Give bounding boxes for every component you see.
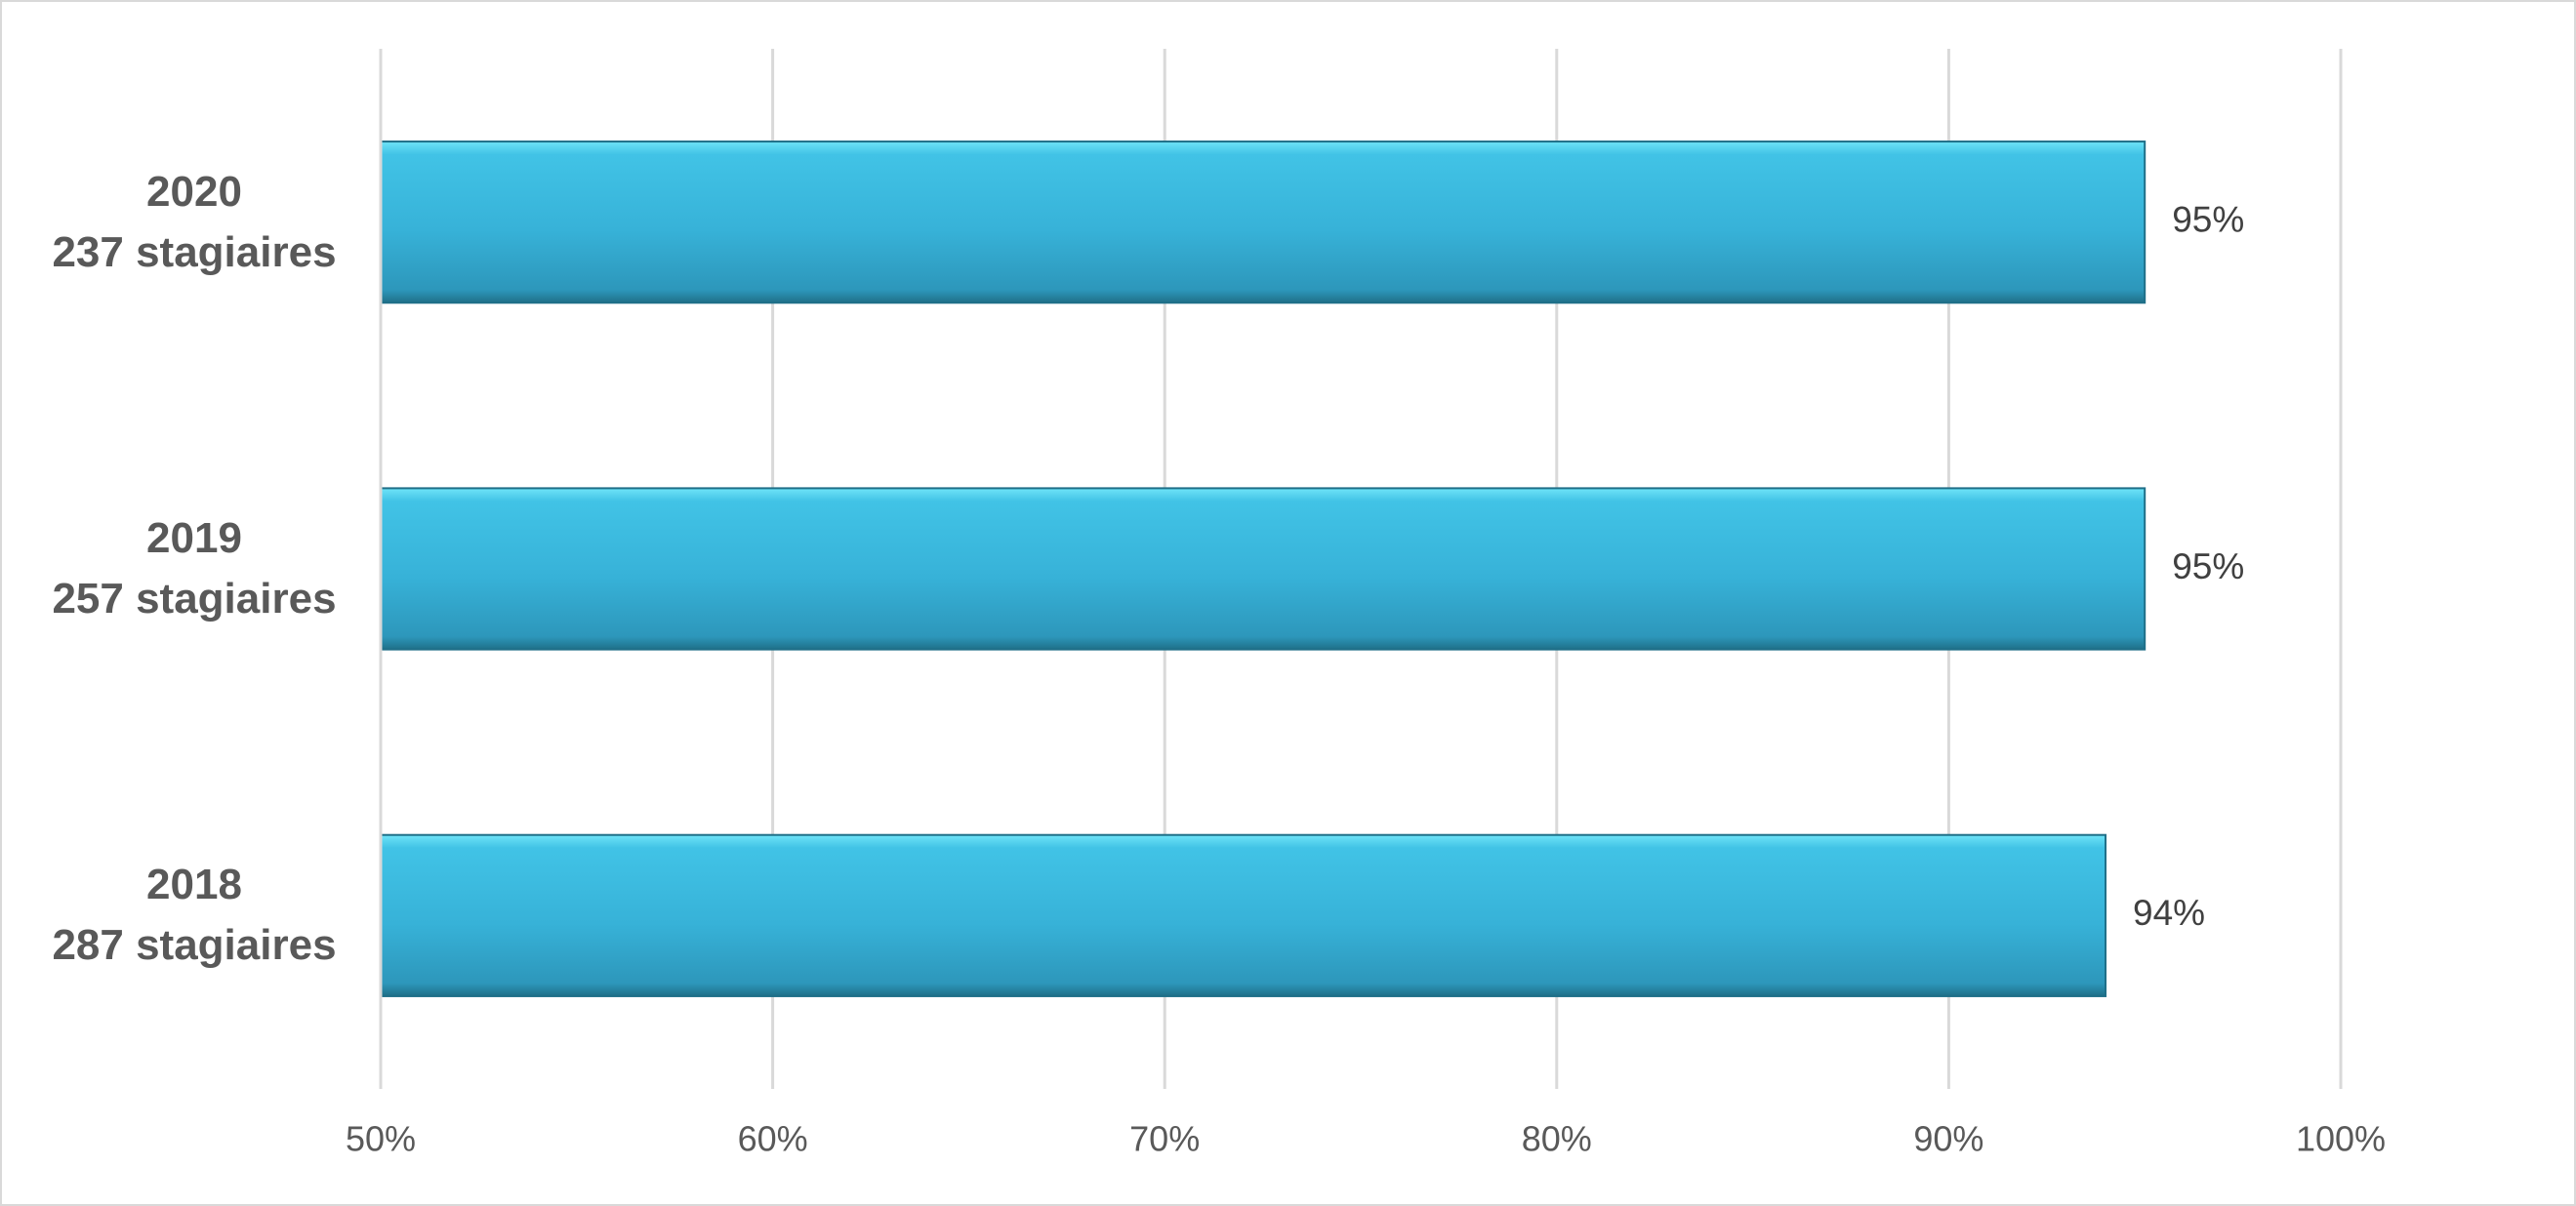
x-tick-label: 50% <box>346 1119 416 1159</box>
x-tick-label: 70% <box>1129 1119 1200 1159</box>
bar <box>380 833 2107 997</box>
value-label: 94% <box>2133 893 2205 933</box>
bar <box>380 141 2147 304</box>
bar <box>380 487 2147 651</box>
y-tick-label: 2019 257 stagiaires <box>52 514 337 623</box>
y-tick-label: 2018 287 stagiaires <box>52 861 337 970</box>
value-label: 95% <box>2172 546 2244 586</box>
x-tick-label: 100% <box>2296 1119 2386 1159</box>
x-tick-label: 90% <box>1913 1119 1983 1159</box>
value-label: 95% <box>2172 199 2244 239</box>
x-tick-label: 60% <box>738 1119 808 1159</box>
x-tick-label: 80% <box>1522 1119 1592 1159</box>
y-tick-label: 2020 237 stagiaires <box>52 167 337 276</box>
